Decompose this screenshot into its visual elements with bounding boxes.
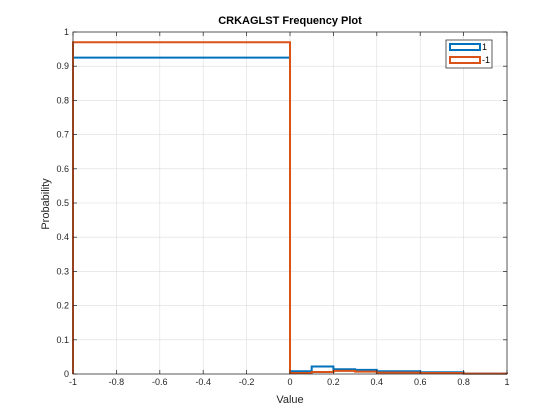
y-tick-label: 0.2 <box>56 301 69 311</box>
legend[interactable]: 1-1 <box>445 39 493 69</box>
y-tick-label: 0.6 <box>56 164 69 174</box>
x-tick-label: 0 <box>287 377 292 387</box>
x-tick-label: -1 <box>69 377 77 387</box>
legend-label: -1 <box>482 55 490 65</box>
y-tick-label: 1 <box>64 27 69 37</box>
axis-ticks: -1 -0.8 -0.6 -0.4 -0.2 0 0.2 0.4 0.6 0.8 1 0 0.1 0.2 0… <box>56 27 509 387</box>
x-tick-label: 0.2 <box>327 377 340 387</box>
legend-swatch <box>449 43 481 51</box>
x-tick-label: -0.6 <box>152 377 168 387</box>
x-tick-label: -0.2 <box>239 377 255 387</box>
y-tick-label: 0 <box>64 369 69 379</box>
x-tick-label: -0.8 <box>109 377 125 387</box>
chart-title: CRKAGLST Frequency Plot <box>218 15 362 27</box>
x-tick-label: 0.8 <box>457 377 470 387</box>
legend-items: 1-1 <box>449 42 490 65</box>
x-tick-label: 0.6 <box>414 377 427 387</box>
series-line-1 <box>72 41 508 375</box>
legend-label: 1 <box>482 42 487 52</box>
x-tick-label: 0.4 <box>371 377 384 387</box>
y-tick-label: 0.5 <box>56 198 69 208</box>
y-tick-label: 0.3 <box>56 266 69 276</box>
y-tick-label: 0.8 <box>56 95 69 105</box>
y-axis-label: Probability <box>40 178 52 230</box>
legend-swatch <box>449 56 481 64</box>
y-tick-label: 0.7 <box>56 130 69 140</box>
x-axis-label: Value <box>276 394 303 406</box>
plot-series <box>72 41 508 375</box>
y-tick-label: 0.9 <box>56 61 69 71</box>
x-tick-label: 1 <box>504 377 509 387</box>
y-tick-label: 0.1 <box>56 335 69 345</box>
x-tick-label: -0.4 <box>195 377 211 387</box>
y-tick-label: 0.4 <box>56 232 69 242</box>
